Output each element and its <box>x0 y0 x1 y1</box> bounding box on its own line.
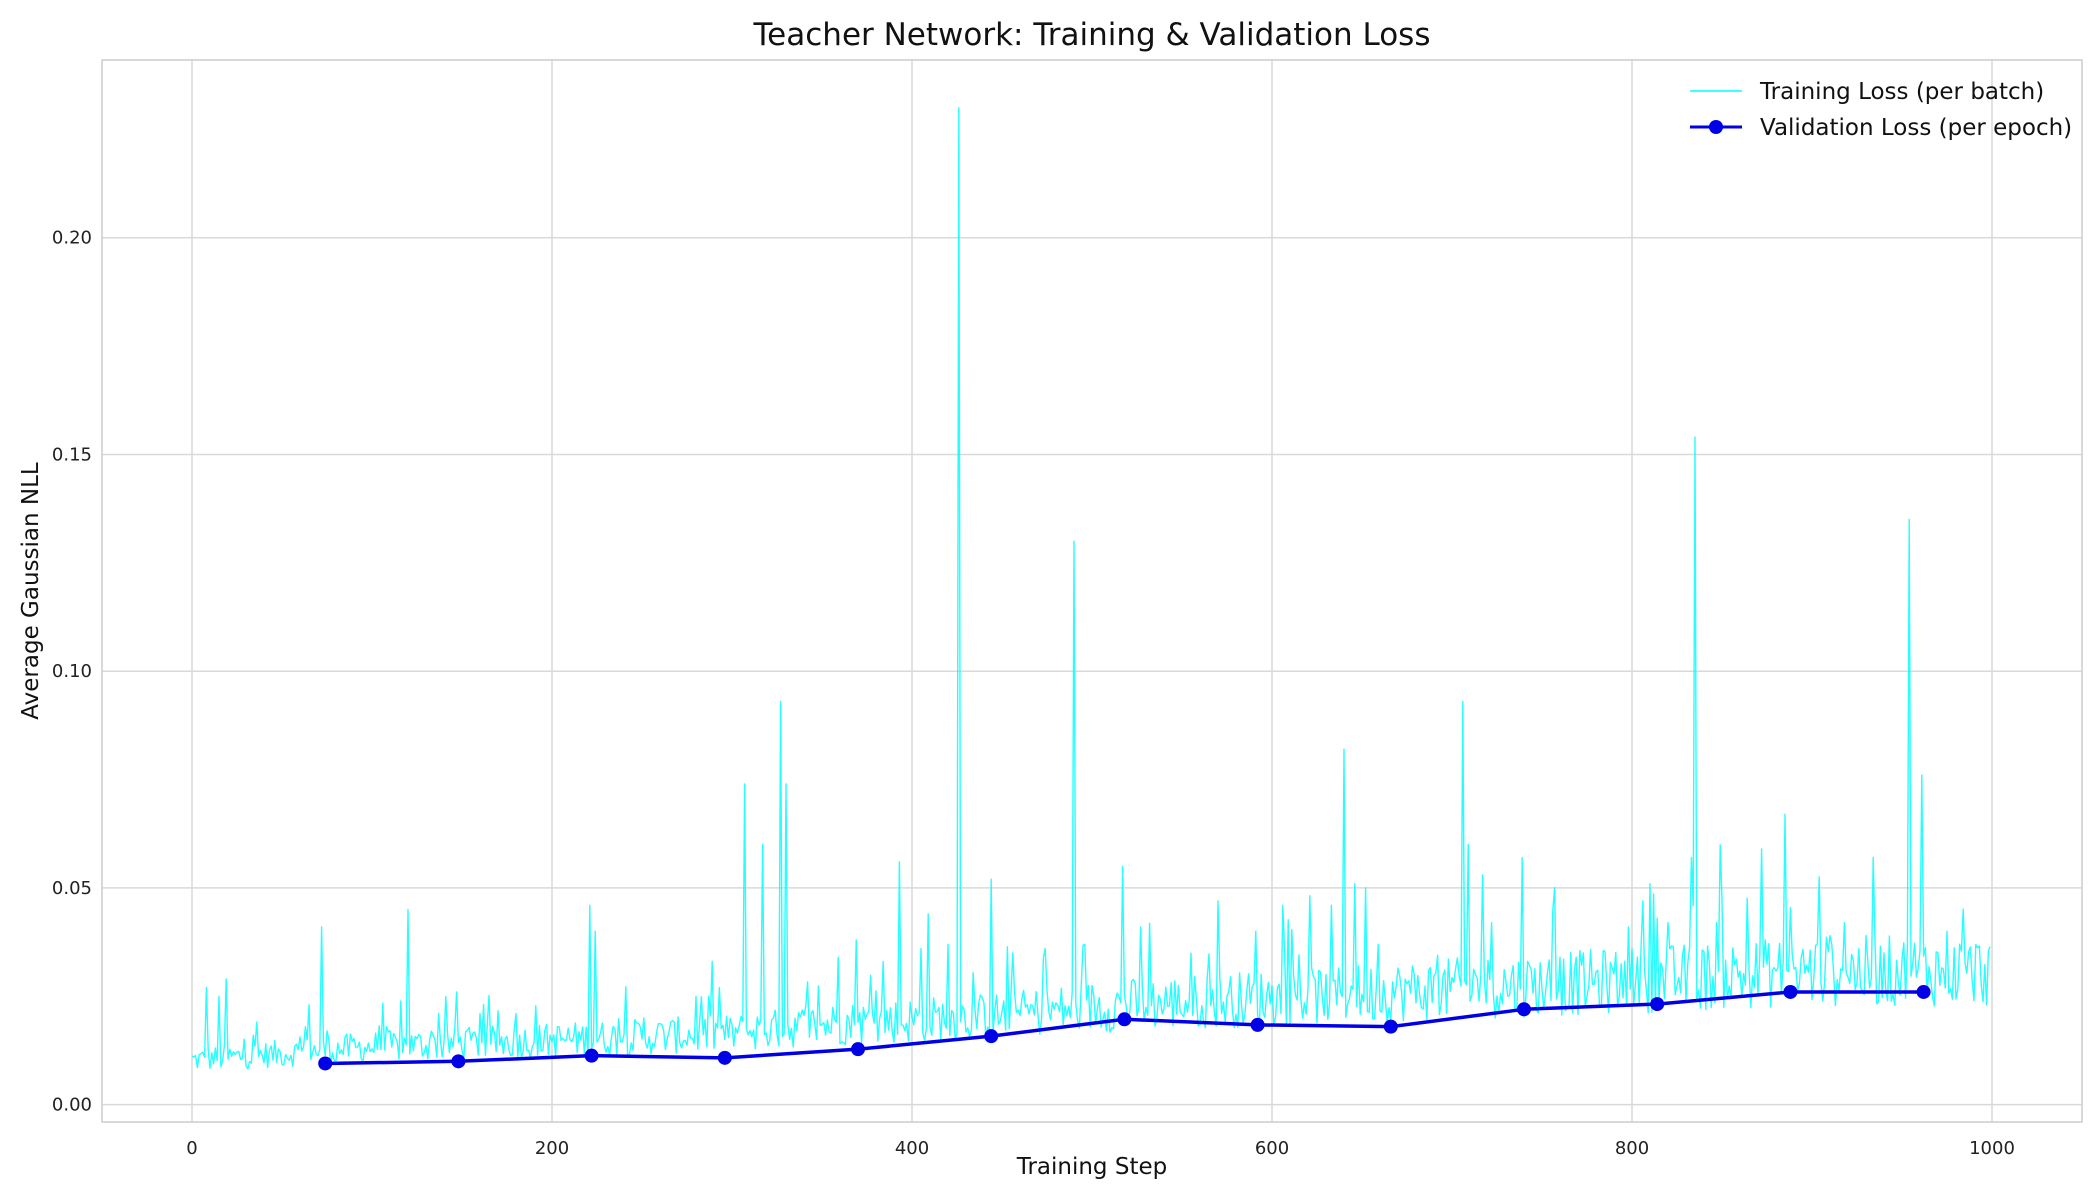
validation-loss-point <box>584 1048 599 1063</box>
grid-lines <box>102 60 2082 1122</box>
x-axis-label: Training Step <box>1016 1154 1167 1180</box>
training-loss-layer <box>191 106 1991 1070</box>
y-tick-label: 0.05 <box>52 878 92 899</box>
x-axis-ticks: 0 200 400 600 800 1000 <box>186 1138 2015 1159</box>
validation-loss-layer <box>318 984 1931 1071</box>
y-tick-label: 0.10 <box>52 661 92 682</box>
x-tick-label: 800 <box>1615 1138 1649 1159</box>
x-tick-label: 0 <box>186 1138 197 1159</box>
validation-loss-point <box>1117 1012 1132 1027</box>
y-tick-label: 0.20 <box>52 228 92 249</box>
validation-loss-point <box>1383 1019 1398 1034</box>
y-tick-label: 0.15 <box>52 444 92 465</box>
validation-loss-point <box>1916 984 1931 999</box>
plot-background <box>102 60 2082 1122</box>
y-axis-ticks: 0.00 0.05 0.10 0.15 0.20 <box>52 228 92 1116</box>
validation-loss-point <box>318 1056 333 1071</box>
training-loss-line <box>191 106 1991 1070</box>
validation-loss-point <box>1250 1017 1265 1032</box>
validation-loss-point <box>1517 1002 1531 1017</box>
y-axis-label: Average Gaussian NLL <box>18 462 44 720</box>
validation-loss-point <box>1650 997 1665 1012</box>
legend-training-label: Training Loss (per batch) <box>1759 79 2044 105</box>
legend: Training Loss (per batch) Validation Los… <box>1690 79 2072 141</box>
validation-loss-point <box>851 1042 865 1057</box>
chart-title: Teacher Network: Training & Validation L… <box>753 17 1431 53</box>
validation-loss-point <box>1783 984 1798 999</box>
x-tick-label: 600 <box>1255 1138 1289 1159</box>
legend-validation-label: Validation Loss (per epoch) <box>1760 115 2072 141</box>
plot-frame <box>101 59 2083 1123</box>
x-tick-label: 200 <box>535 1138 569 1159</box>
y-tick-label: 0.00 <box>52 1095 92 1116</box>
x-tick-label: 1000 <box>1969 1138 2015 1159</box>
x-tick-label: 400 <box>895 1138 929 1159</box>
legend-validation-marker <box>1709 120 1723 134</box>
validation-loss-point <box>451 1054 466 1069</box>
validation-loss-point <box>717 1050 732 1065</box>
validation-loss-point <box>984 1029 999 1044</box>
